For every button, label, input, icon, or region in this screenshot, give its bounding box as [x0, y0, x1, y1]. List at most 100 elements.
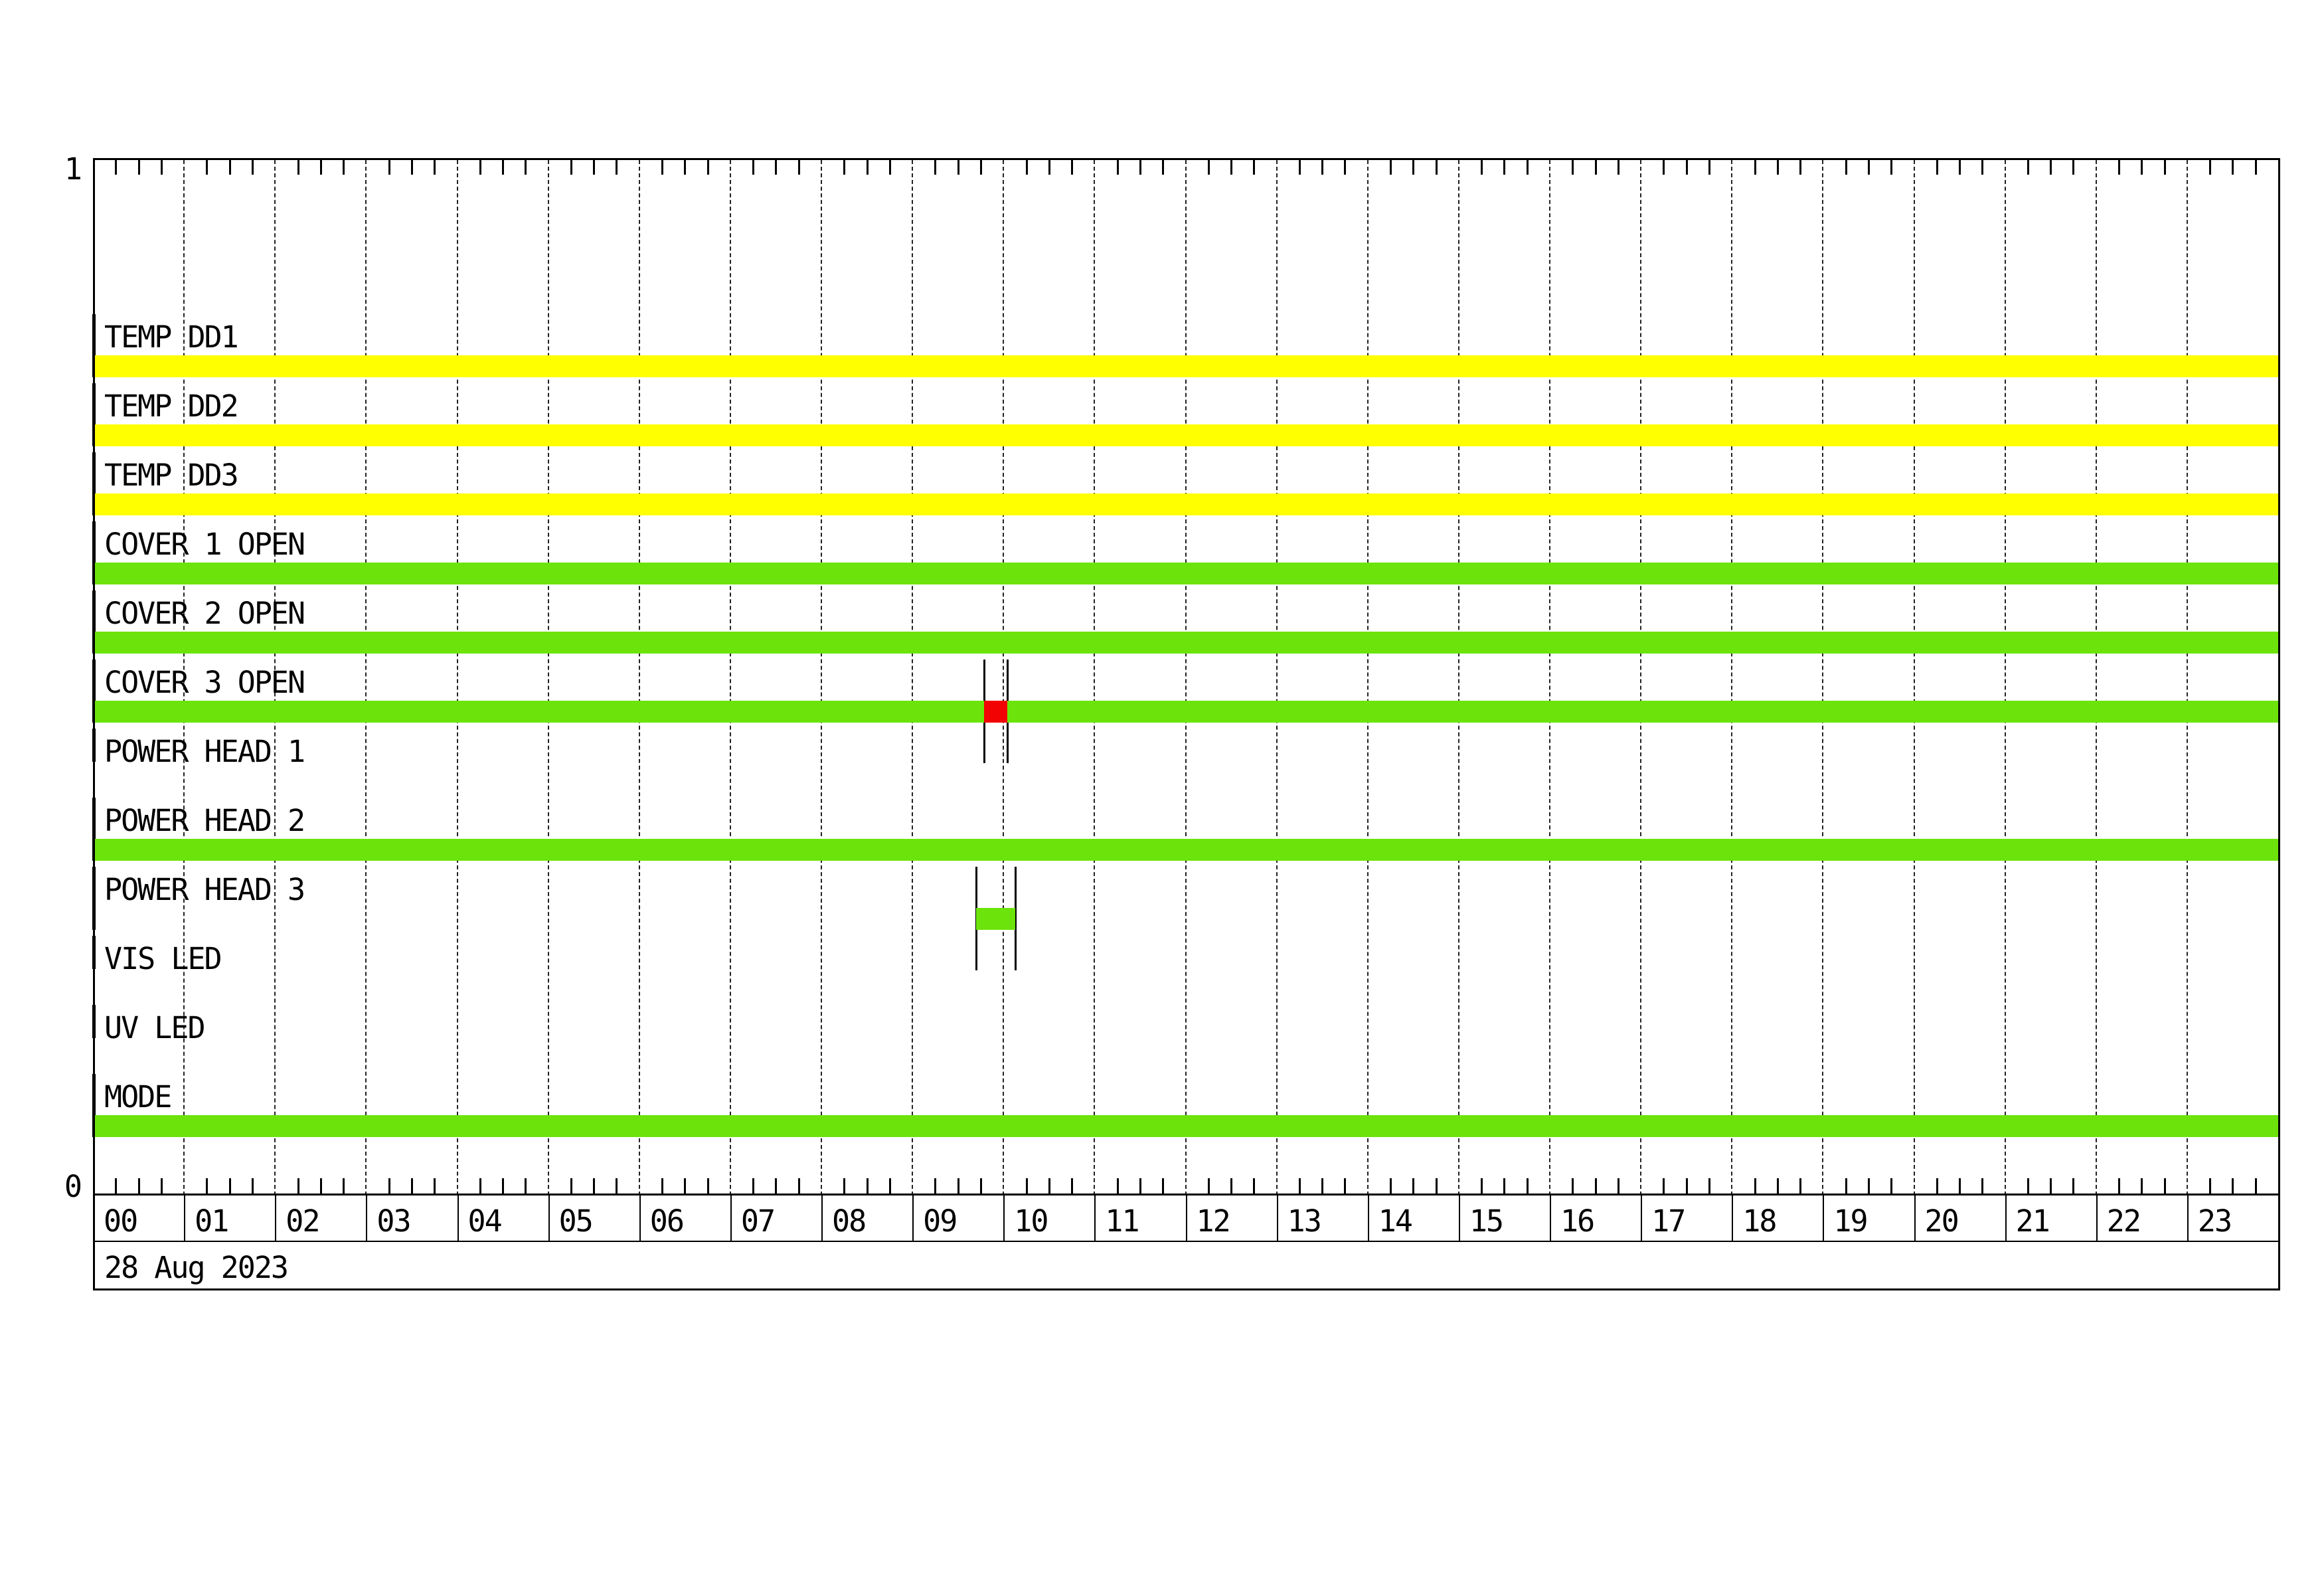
quarter-tick: [115, 160, 118, 175]
quarter-tick: [1890, 1178, 1893, 1196]
quarter-tick: [319, 160, 322, 175]
chart-right-border: [2278, 158, 2280, 1290]
quarter-tick: [888, 1178, 891, 1196]
quarter-tick: [2118, 160, 2121, 175]
quarter-tick: [388, 160, 390, 175]
quarter-tick: [1390, 160, 1392, 175]
quarter-tick: [843, 160, 846, 175]
quarter-tick: [251, 160, 254, 175]
hour-cell-separator: [1732, 1196, 1734, 1242]
quarter-tick: [410, 160, 413, 175]
chart-bottom-border: [93, 1288, 2280, 1290]
hour-gridline: [1549, 160, 1550, 1196]
quarter-tick: [1776, 1178, 1779, 1196]
quarter-tick: [1116, 160, 1119, 175]
quarter-tick: [1139, 1178, 1141, 1196]
hour-label: 05: [558, 1203, 594, 1239]
quarter-tick: [684, 1178, 687, 1196]
quarter-tick: [979, 1178, 982, 1196]
quarter-tick: [137, 1178, 140, 1196]
quarter-tick: [797, 160, 800, 175]
hour-label: 02: [286, 1203, 320, 1239]
quarter-tick: [1298, 1178, 1301, 1196]
quarter-tick: [1207, 160, 1210, 175]
quarter-tick: [388, 1178, 390, 1196]
quarter-tick: [434, 160, 436, 175]
quarter-tick: [1071, 1178, 1074, 1196]
quarter-tick: [661, 1178, 664, 1196]
hour-gridline: [729, 160, 731, 1196]
quarter-tick: [570, 160, 572, 175]
quarter-tick: [1253, 1178, 1256, 1196]
quarter-tick: [251, 1178, 254, 1196]
hour-label: 12: [1196, 1203, 1231, 1239]
quarter-tick: [297, 1178, 299, 1196]
hour-gridline: [1367, 160, 1369, 1196]
hour-cell-separator: [1914, 1196, 1916, 1242]
quarter-tick: [228, 1178, 231, 1196]
quarter-tick: [1230, 160, 1233, 175]
quarter-tick: [2050, 1178, 2052, 1196]
hour-label: 20: [1924, 1203, 1959, 1239]
hour-label: 18: [1742, 1203, 1777, 1239]
quarter-tick: [706, 1178, 709, 1196]
row-label: TEMP DD1: [104, 319, 239, 355]
quarter-tick: [593, 1178, 596, 1196]
hour-cell-separator: [548, 1196, 550, 1242]
quarter-tick: [2027, 1178, 2029, 1196]
hour-gridline: [1003, 160, 1005, 1196]
hour-gridline: [1094, 160, 1096, 1196]
quarter-tick: [1594, 160, 1597, 175]
quarter-tick: [1230, 1178, 1233, 1196]
hour-label: 07: [740, 1203, 776, 1239]
quarter-tick: [1526, 1178, 1529, 1196]
quarter-tick: [343, 160, 345, 175]
quarter-tick: [1617, 1178, 1619, 1196]
quarter-tick: [866, 1178, 869, 1196]
quarter-tick: [2209, 160, 2212, 175]
quarter-tick: [1799, 1178, 1802, 1196]
hour-label: 17: [1651, 1203, 1686, 1239]
quarter-tick: [1754, 160, 1756, 175]
quarter-tick: [1981, 160, 1984, 175]
quarter-tick: [1207, 1178, 1210, 1196]
quarter-tick: [2254, 1178, 2257, 1196]
state-bar: [93, 839, 2278, 861]
quarter-tick: [319, 1178, 322, 1196]
quarter-tick: [775, 1178, 778, 1196]
quarter-tick: [1344, 160, 1347, 175]
quarter-tick: [434, 1178, 436, 1196]
quarter-tick: [1526, 160, 1529, 175]
quarter-tick: [1959, 160, 1961, 175]
quarter-tick: [593, 160, 596, 175]
hour-label: 11: [1105, 1203, 1139, 1239]
quarter-tick: [661, 160, 664, 175]
quarter-tick: [1572, 160, 1574, 175]
quarter-tick: [934, 1178, 937, 1196]
quarter-tick: [228, 160, 231, 175]
quarter-tick: [1503, 1178, 1506, 1196]
quarter-tick: [297, 160, 299, 175]
hour-label: 06: [649, 1203, 685, 1239]
quarter-tick: [1867, 1178, 1870, 1196]
row-label: TEMP DD3: [104, 458, 239, 493]
hour-label: 10: [1014, 1203, 1048, 1239]
quarter-tick: [1845, 1178, 1847, 1196]
hour-gridline: [2004, 160, 2006, 1196]
hour-cell-separator: [1458, 1196, 1460, 1242]
quarter-tick: [1025, 1178, 1028, 1196]
quarter-tick: [1481, 160, 1483, 175]
row-label: POWER HEAD 1: [104, 734, 305, 769]
hour-label: 00: [104, 1203, 138, 1239]
quarter-tick: [1959, 1178, 1961, 1196]
row-label: TEMP DD2: [104, 389, 239, 424]
hour-gridline: [1731, 160, 1733, 1196]
state-bar: [93, 355, 2278, 377]
quarter-tick: [2254, 160, 2257, 175]
quarter-tick: [206, 160, 208, 175]
quarter-tick: [1936, 160, 1938, 175]
quarter-tick: [1412, 160, 1415, 175]
quarter-tick: [1503, 160, 1506, 175]
